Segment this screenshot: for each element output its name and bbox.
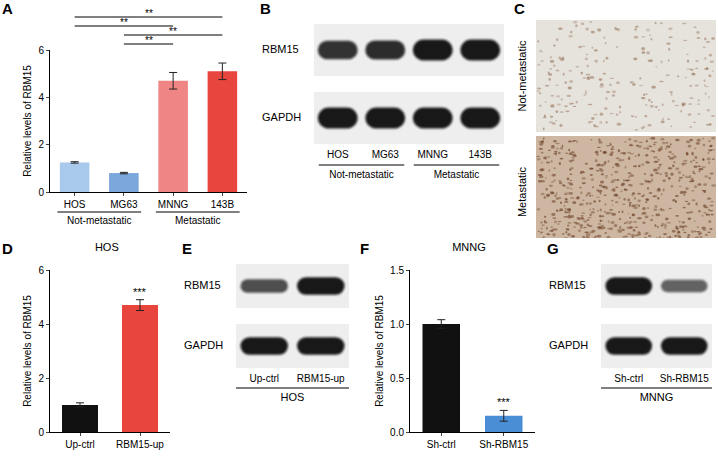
svg-text:**: ** <box>120 17 128 28</box>
svg-text:MNNG: MNNG <box>452 241 486 253</box>
svg-text:MG63: MG63 <box>110 199 138 210</box>
svg-text:Up-ctrl: Up-ctrl <box>65 439 94 450</box>
svg-text:6: 6 <box>38 45 44 56</box>
svg-text:0: 0 <box>38 427 44 438</box>
html-text:G: G <box>547 240 559 257</box>
svg-text:Sh-RBM15: Sh-RBM15 <box>479 439 528 450</box>
svg-text:GAPDH: GAPDH <box>262 111 301 123</box>
svg-text:MNNG: MNNG <box>640 391 674 403</box>
svg-text:RBM15: RBM15 <box>184 279 221 291</box>
svg-text:HOS: HOS <box>64 199 86 210</box>
svg-text:0: 0 <box>38 187 44 198</box>
html-text:B: B <box>260 0 271 17</box>
svg-text:***: *** <box>133 286 147 298</box>
svg-text:HOS: HOS <box>327 149 349 160</box>
svg-text:0.5: 0.5 <box>390 373 404 384</box>
svg-text:HOS: HOS <box>95 241 119 253</box>
svg-text:**: ** <box>169 26 177 37</box>
svg-text:2: 2 <box>38 373 44 384</box>
svg-text:1.5: 1.5 <box>390 265 404 276</box>
svg-text:Metastatic: Metastatic <box>175 215 221 226</box>
svg-text:GAPDH: GAPDH <box>549 339 588 351</box>
svg-text:143B: 143B <box>469 149 493 160</box>
svg-text:GAPDH: GAPDH <box>184 339 223 351</box>
html-text:E: E <box>182 240 192 257</box>
svg-text:RBM15: RBM15 <box>262 43 299 55</box>
svg-text:Sh-ctrl: Sh-ctrl <box>427 439 456 450</box>
svg-text:HOS: HOS <box>281 391 305 403</box>
svg-text:2: 2 <box>38 139 44 150</box>
html-text:A: A <box>2 0 13 17</box>
svg-text:MNNG: MNNG <box>417 149 448 160</box>
svg-text:0.0: 0.0 <box>390 427 404 438</box>
svg-text:MG63: MG63 <box>372 149 400 160</box>
html-text:C: C <box>514 0 525 17</box>
svg-text:RBM15: RBM15 <box>549 279 586 291</box>
svg-text:Metastatic: Metastatic <box>516 166 528 217</box>
svg-text:Relative levels of RBM15: Relative levels of RBM15 <box>22 65 33 177</box>
svg-text:**: ** <box>145 8 153 19</box>
svg-text:RBM15-up: RBM15-up <box>297 373 345 384</box>
svg-text:4: 4 <box>38 92 44 103</box>
svg-text:Not-metastatic: Not-metastatic <box>329 169 393 180</box>
html-text:F: F <box>360 240 370 257</box>
html-text:D: D <box>2 240 13 257</box>
svg-text:Sh-ctrl: Sh-ctrl <box>614 373 643 384</box>
svg-text:**: ** <box>145 35 153 46</box>
svg-text:1.0: 1.0 <box>390 319 404 330</box>
svg-text:4: 4 <box>38 319 44 330</box>
svg-text:6: 6 <box>38 265 44 276</box>
svg-text:MNNG: MNNG <box>158 199 189 210</box>
svg-text:Not-metastatic: Not-metastatic <box>67 215 131 226</box>
svg-text:143B: 143B <box>211 199 235 210</box>
svg-text:***: *** <box>497 396 511 408</box>
svg-text:Relative levels of RBM15: Relative levels of RBM15 <box>22 295 33 407</box>
svg-text:Up-ctrl: Up-ctrl <box>250 373 279 384</box>
svg-text:Metastatic: Metastatic <box>434 169 480 180</box>
svg-text:Sh-RBM15: Sh-RBM15 <box>660 373 709 384</box>
svg-text:Relative levels of RBM15: Relative levels of RBM15 <box>374 295 385 407</box>
svg-text:Not-metastatic: Not-metastatic <box>516 40 528 111</box>
svg-text:RBM15-up: RBM15-up <box>116 439 164 450</box>
